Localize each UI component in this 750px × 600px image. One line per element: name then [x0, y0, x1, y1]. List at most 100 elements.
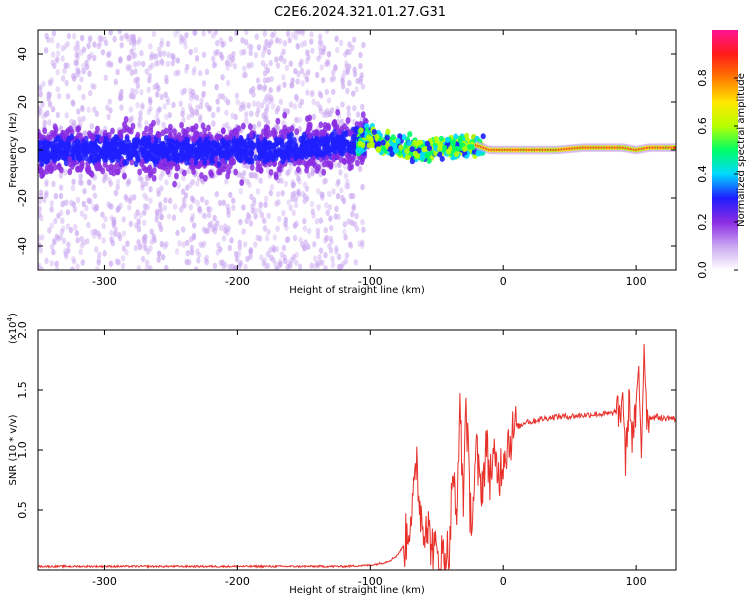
spectrogram-cell — [293, 201, 299, 209]
spectrogram-cell — [83, 154, 89, 162]
spectrogram-cell — [64, 79, 69, 87]
spectrogram-cell — [244, 217, 249, 225]
spectrogram-cell — [98, 35, 104, 42]
spectrogram-cell — [38, 139, 41, 147]
spectrogram-cell — [320, 76, 326, 84]
spectrogram-cell — [197, 69, 203, 77]
spectrogram-cell — [142, 219, 147, 227]
spectrogram-cell — [128, 152, 134, 160]
spectrogram-cell — [143, 203, 148, 210]
spectrogram-cell — [265, 76, 271, 84]
spectrogram-cell — [288, 261, 293, 268]
spectrogram-cell — [178, 33, 183, 40]
spectrogram-cell — [672, 146, 676, 149]
spectrogram-cell — [45, 134, 51, 142]
spectrogram-cell — [245, 255, 250, 263]
spectrogram-cell — [207, 221, 212, 229]
spectrogram-cell — [284, 64, 290, 72]
spectrogram-cell — [70, 99, 75, 106]
spectrogram-cell — [278, 55, 283, 62]
spectrogram-cell — [293, 34, 299, 41]
spectrogram-cell — [331, 188, 336, 195]
spectrogram-cell — [39, 149, 45, 157]
spectrogram-cell — [307, 114, 313, 122]
spectrogram-cell — [53, 193, 59, 200]
spectrogram-cell — [300, 80, 305, 87]
spectrogram-cell — [227, 244, 233, 252]
spectrogram-cell — [50, 144, 55, 151]
spectrogram-x-label: Height of straight line (km) — [289, 285, 425, 296]
spectrogram-cell — [253, 51, 259, 59]
spectrogram-cell — [354, 86, 359, 93]
snr-series-line — [38, 343, 676, 570]
spectrogram-frame — [37, 29, 677, 271]
spectrogram-cell — [346, 110, 351, 118]
spectrogram-cell — [136, 225, 142, 233]
spectrogram-cell — [192, 222, 197, 229]
spectrogram-cell — [109, 236, 114, 243]
spectrogram-cell — [102, 129, 108, 137]
spectrogram-cell — [129, 33, 134, 41]
spectrogram-cell — [196, 257, 201, 264]
spectrogram-cell — [249, 163, 255, 171]
spectrogram-cell — [164, 179, 169, 186]
spectrogram-cell — [219, 54, 225, 61]
spectrogram-cell — [181, 241, 186, 248]
spectrogram-cell — [74, 143, 80, 150]
spectrogram-cell — [283, 180, 289, 188]
spectrogram-cell — [108, 203, 113, 210]
spectrogram-cell — [136, 239, 141, 246]
spectrogram-cell — [292, 103, 297, 110]
spectrogram-cell — [306, 121, 312, 129]
snr-x-tick-label: -300 — [92, 575, 117, 588]
spectrogram-cell — [175, 229, 180, 237]
spectrogram-cell — [92, 106, 97, 113]
spectrogram-cell — [315, 100, 320, 108]
spectrogram-cell — [145, 248, 151, 255]
spectrogram-cell — [84, 204, 89, 212]
spectrogram-cell — [341, 130, 347, 138]
spectrogram-cell — [297, 178, 302, 185]
spectrogram-cell — [195, 180, 200, 187]
spectrogram-cell — [183, 43, 188, 50]
spectrogram-cell — [296, 175, 301, 182]
spectrogram-cell — [134, 140, 140, 147]
spectrogram-cell — [323, 265, 328, 270]
spectrogram-cell — [284, 236, 290, 244]
spectrogram-cell — [238, 137, 244, 145]
spectrogram-cell — [158, 201, 163, 209]
spectrogram-cell — [343, 234, 348, 241]
spectrogram-cell — [42, 196, 47, 203]
spectrogram-cell — [38, 234, 41, 242]
spectrogram-cell — [298, 135, 304, 143]
spectrogram-cell — [302, 217, 307, 225]
spectrogram-cell — [60, 217, 65, 224]
spectrogram-cell — [331, 69, 336, 76]
spectrogram-cell — [241, 169, 247, 177]
spectrogram-cell — [342, 69, 347, 76]
spectrogram-cell — [269, 38, 274, 46]
spectrogram-cell — [309, 31, 314, 38]
spectrogram-cell — [209, 134, 214, 142]
spectrogram-cell — [314, 218, 320, 225]
spectrogram-cell — [41, 142, 47, 150]
spectrogram-cell — [156, 256, 161, 263]
spectrogram-cell — [63, 159, 69, 167]
spectrogram-cell — [81, 46, 87, 53]
spectrogram-cell — [221, 199, 226, 207]
spectrogram-cell — [39, 266, 44, 270]
spectrogram-cell — [144, 125, 149, 133]
spectrogram-cell — [303, 239, 308, 246]
spectrogram-cell — [334, 140, 340, 148]
spectrogram-cell — [153, 53, 159, 60]
spectrogram-cell — [144, 68, 149, 75]
spectrogram-cell — [175, 152, 181, 160]
spectrogram-cell — [324, 139, 330, 146]
spectrogram-cell — [246, 102, 251, 109]
spectrogram-cell — [95, 266, 100, 270]
spectrogram-cell — [218, 246, 223, 253]
spectrogram-y-label: Frequency (Hz) — [8, 112, 19, 188]
spectrogram-cell — [155, 118, 161, 125]
spectrogram-cell — [89, 51, 94, 59]
spectrogram-cell — [66, 32, 72, 40]
